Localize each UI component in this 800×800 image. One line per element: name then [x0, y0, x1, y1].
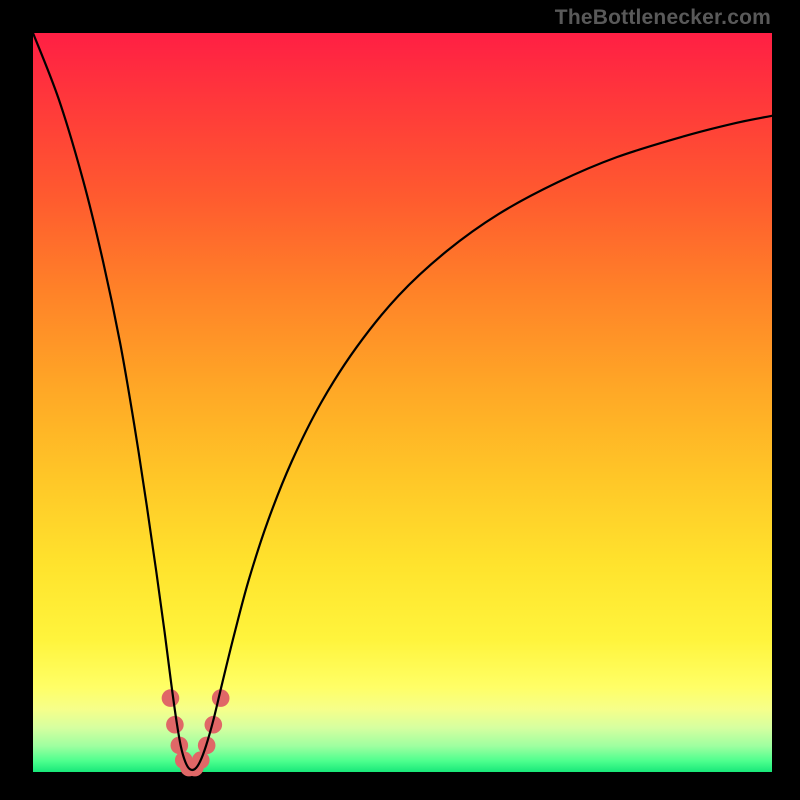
chart-frame: TheBottlenecker.com — [0, 0, 800, 800]
marker-dot — [166, 716, 184, 734]
watermark-text: TheBottlenecker.com — [555, 6, 771, 30]
marker-dot — [162, 689, 180, 707]
chart-svg — [0, 0, 800, 800]
